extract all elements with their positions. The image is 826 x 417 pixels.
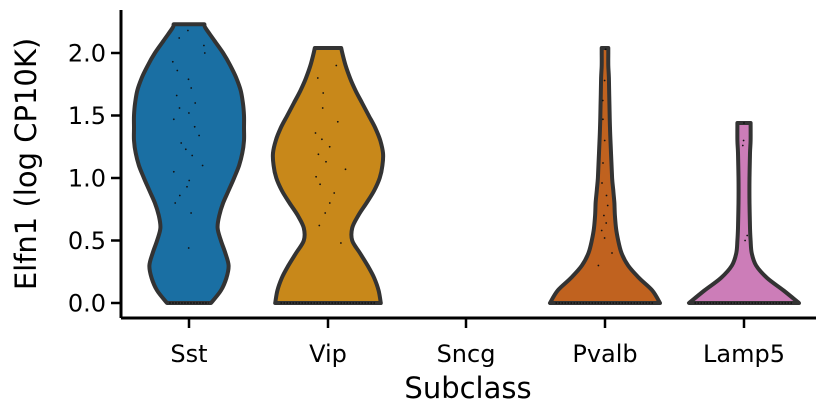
data-point-pvalb [601, 182, 603, 184]
data-point-vip [335, 64, 338, 67]
data-point-vip [321, 138, 323, 141]
data-point-sst [191, 154, 194, 157]
data-point-sst [186, 185, 188, 188]
data-point-sst [201, 164, 204, 167]
data-point-lamp5 [744, 239, 746, 242]
data-point-pvalb [603, 214, 605, 217]
data-point-vip [325, 160, 327, 163]
data-point-sst [203, 44, 205, 47]
data-point-vip [333, 192, 336, 194]
data-point-vip [328, 202, 331, 204]
data-point-sst [176, 69, 179, 72]
data-point-vip [315, 175, 317, 178]
data-point-vip [319, 183, 321, 186]
violin-vip [270, 46, 386, 305]
data-point-sst [171, 60, 174, 63]
data-point-sst [178, 194, 181, 197]
violin-layer [131, 22, 801, 305]
data-point-vip [322, 92, 325, 94]
y-axis-title: Elfn1 (log CP10K) [9, 38, 43, 290]
data-point-sst [203, 52, 206, 54]
data-point-pvalb [604, 48, 607, 51]
data-point-sst [187, 29, 189, 32]
data-point-sst [198, 134, 201, 137]
data-point-pvalb [605, 222, 608, 224]
data-point-sst [190, 212, 193, 214]
x-tick-label-sncg: Sncg [437, 340, 496, 368]
data-point-sst [188, 112, 190, 114]
data-point-sst [187, 78, 190, 81]
y-tick-label: 0.5 [68, 227, 106, 255]
violin-lamp5 [687, 121, 801, 305]
data-point-vip [316, 77, 319, 79]
y-tick-label: 1.0 [68, 165, 106, 193]
data-point-vip [317, 153, 320, 156]
x-tick-label-sst: Sst [170, 340, 207, 368]
x-tick-label-vip: Vip [309, 340, 347, 368]
data-point-sst [190, 87, 193, 89]
data-point-vip [328, 145, 331, 148]
data-point-vip [321, 107, 324, 109]
data-point-pvalb [601, 99, 604, 102]
data-point-sst [194, 102, 197, 104]
data-point-pvalb [611, 252, 613, 254]
violin-sst [131, 22, 247, 305]
data-point-lamp5 [742, 139, 745, 142]
data-point-pvalb [603, 79, 606, 82]
x-tick-label-pvalb: Pvalb [572, 340, 637, 368]
data-point-sst [175, 94, 178, 97]
data-point-pvalb [603, 237, 606, 239]
data-point-pvalb [600, 229, 603, 232]
y-tick-label: 2.0 [68, 40, 106, 68]
point-layer [169, 29, 794, 304]
y-tick-label: 0.0 [68, 290, 106, 318]
data-point-sst [193, 125, 196, 128]
data-point-sst [172, 170, 175, 173]
data-point-sst [172, 118, 175, 121]
data-point-vip [344, 168, 347, 171]
data-point-sst [178, 37, 181, 39]
data-point-pvalb [597, 264, 600, 267]
axes [111, 10, 816, 328]
data-point-pvalb [602, 162, 604, 164]
x-axis-title: Subclass [404, 371, 531, 405]
tick-label-layer: 0.0 0.5 1.0 1.5 2.0 Sst Vip Sncg Pvalb Lamp5 [68, 40, 785, 369]
data-point-vip [340, 242, 342, 244]
data-point-pvalb [603, 139, 606, 142]
x-tick-label-lamp5: Lamp5 [703, 340, 785, 368]
data-point-sst [188, 179, 191, 182]
data-point-pvalb [605, 194, 608, 197]
data-point-pvalb [602, 118, 604, 121]
data-point-sst [187, 247, 190, 249]
data-point-lamp5 [746, 234, 749, 237]
data-point-pvalb [606, 204, 609, 207]
data-point-sst [180, 142, 183, 144]
violin-pvalb [548, 46, 662, 305]
data-point-sst [184, 148, 187, 151]
data-point-vip [314, 132, 317, 134]
y-tick-label: 1.5 [68, 102, 106, 130]
data-point-vip [318, 224, 321, 227]
data-point-lamp5 [741, 144, 744, 147]
data-point-sst [174, 202, 177, 204]
data-point-lamp5 [743, 122, 745, 124]
data-point-vip [324, 212, 327, 214]
data-point-sst [178, 107, 181, 109]
data-point-vip [336, 120, 339, 123]
